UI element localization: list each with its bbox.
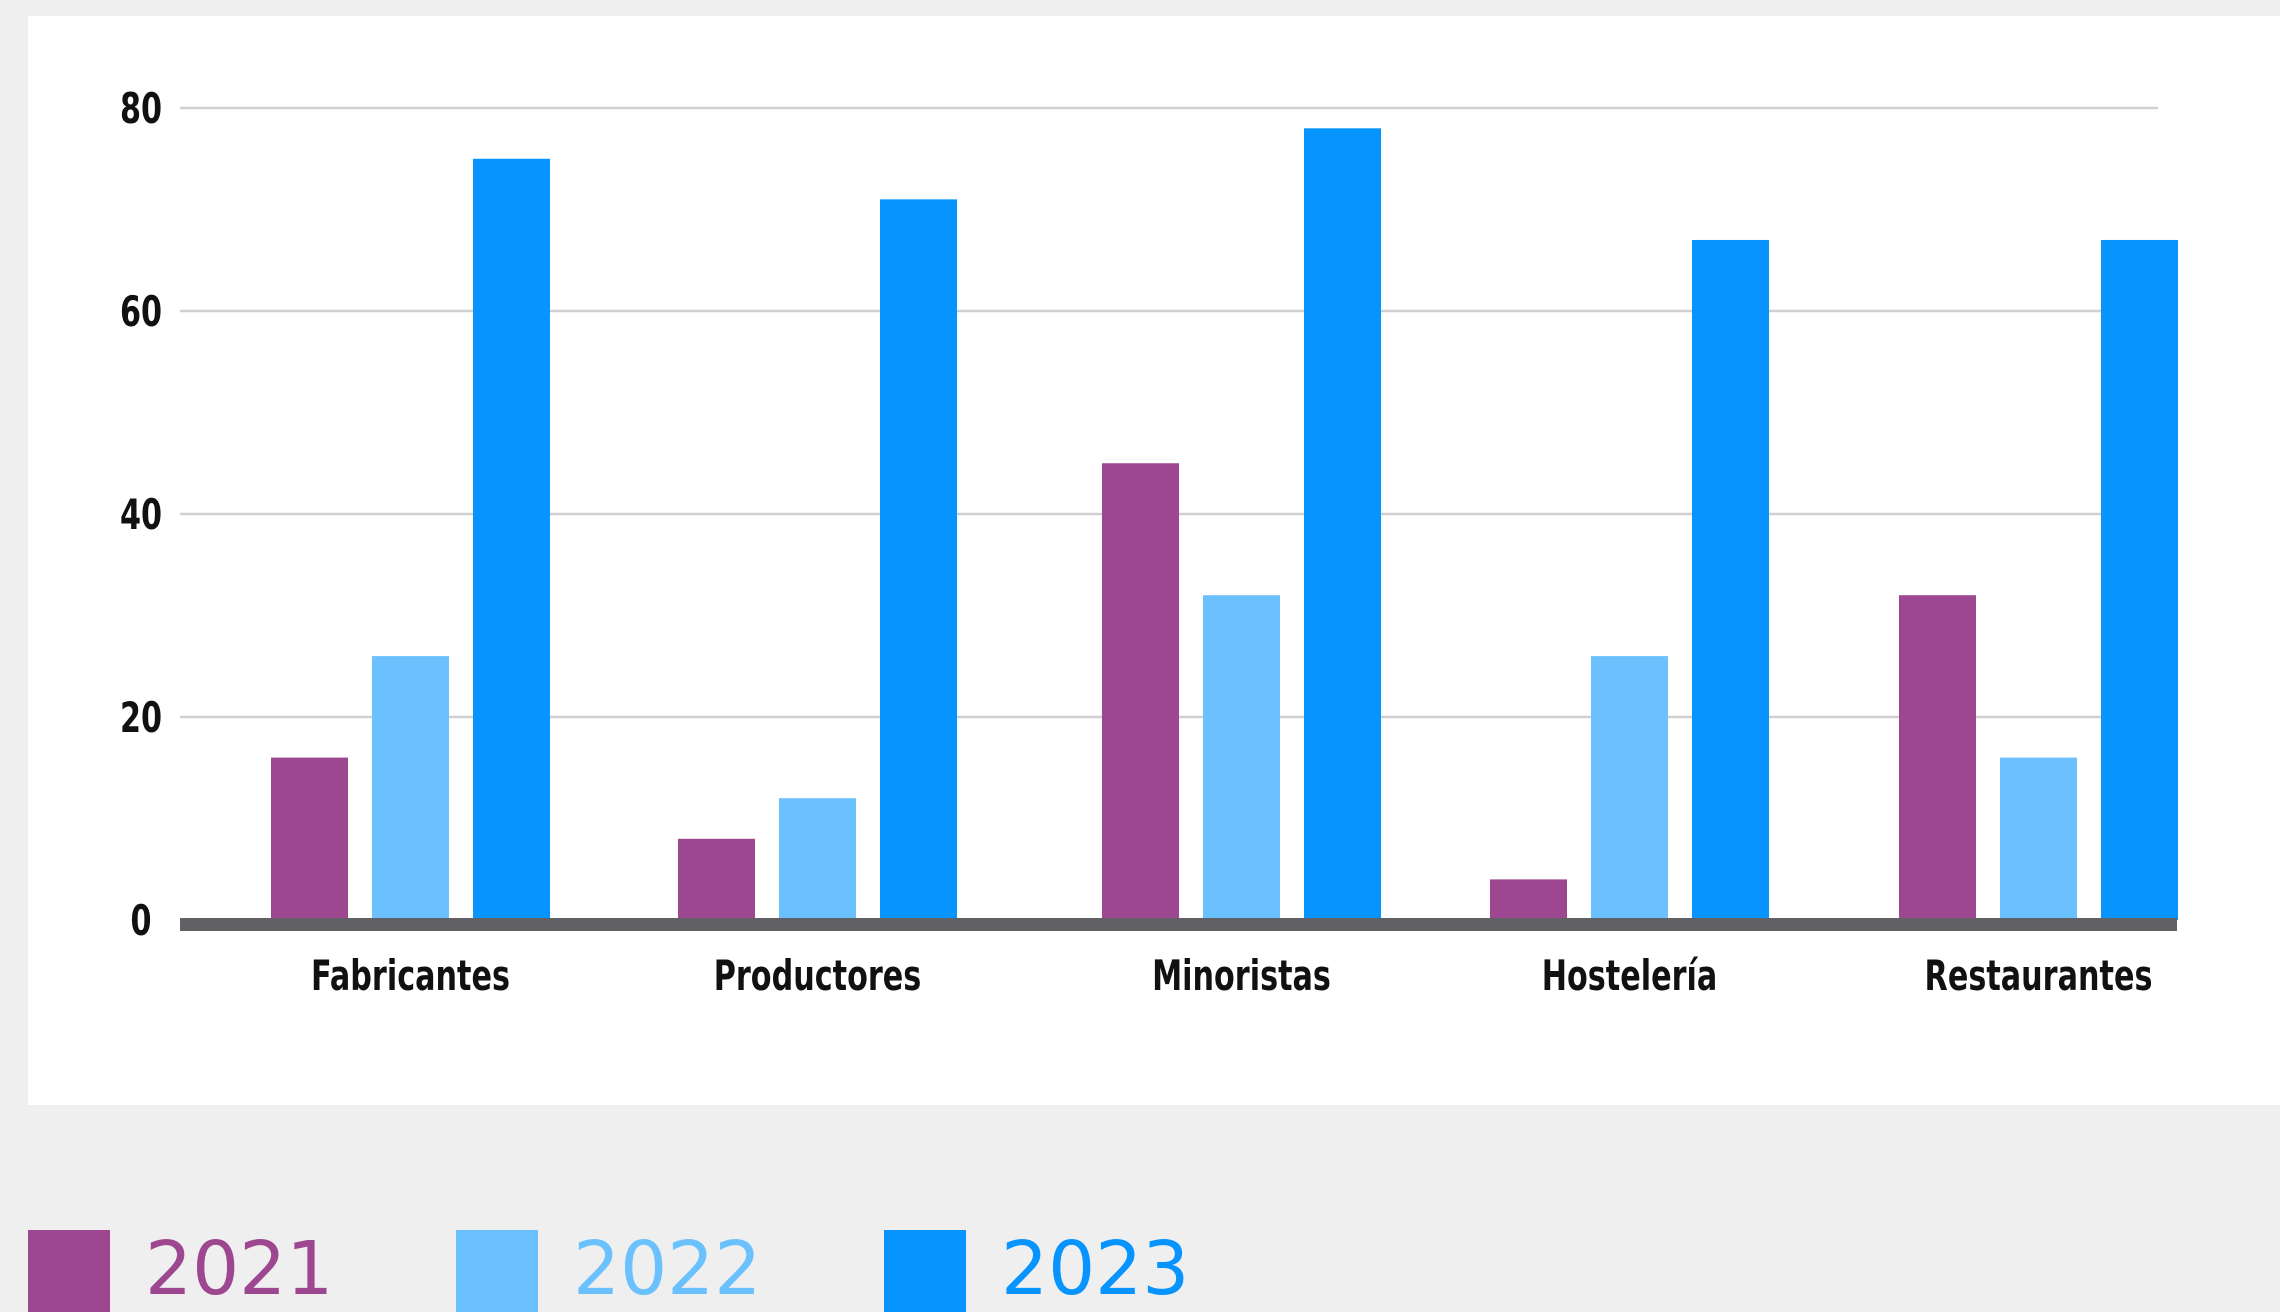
bar-2023-minoristas	[1304, 128, 1381, 921]
x-tick-label: Hostelería	[1542, 951, 1718, 1000]
bar-2022-minoristas	[1203, 595, 1280, 920]
y-tick-label: 0	[130, 896, 151, 945]
x-axis	[180, 918, 2177, 931]
bar-2022-restaurantes	[2000, 757, 2077, 920]
y-tick-label: 80	[120, 84, 162, 133]
x-tick-label: Minoristas	[1152, 951, 1331, 1000]
x-tick-label: Productores	[714, 951, 922, 1000]
legend-swatch-2022	[456, 1230, 538, 1312]
bar-2023-productores	[880, 199, 957, 921]
x-tick-label: Fabricantes	[311, 951, 510, 1000]
bar-2021-hostelería	[1490, 879, 1567, 920]
bar-2023-hostelería	[1692, 239, 1769, 920]
x-axis-line	[180, 918, 2177, 931]
legend-label-2022: 2022	[573, 1226, 762, 1312]
y-tick-label: 40	[120, 490, 162, 539]
bar-2023-fabricantes	[473, 158, 550, 920]
legend: 2021 2022 2023	[28, 1228, 1328, 1312]
legend-label-2023: 2023	[1001, 1226, 1190, 1312]
y-tick-label: 60	[120, 287, 162, 336]
x-axis-ticks: Fabricantes Productores Minoristas Hosteler…	[311, 951, 2152, 1000]
bar-2023-restaurantes	[2101, 239, 2178, 920]
bars	[271, 128, 2178, 921]
y-tick-label: 20	[120, 693, 162, 742]
bar-2021-fabricantes	[271, 757, 348, 920]
bar-chart: 0 20 40 60 80 Fabricantes Productores Minorist…	[120, 84, 2178, 1000]
bar-2021-restaurantes	[1899, 595, 1976, 920]
y-axis-ticks: 0 20 40 60 80	[120, 84, 162, 945]
chart-panel: 0 20 40 60 80 Fabricantes Productores Minorist…	[28, 16, 2280, 1105]
x-tick-label: Restaurantes	[1925, 951, 2153, 1000]
bar-2021-productores	[678, 838, 755, 920]
bar-2021-minoristas	[1102, 463, 1179, 920]
legend-label-2021: 2021	[145, 1226, 334, 1312]
bar-2022-productores	[779, 798, 856, 920]
bar-2022-fabricantes	[372, 656, 449, 920]
bar-2022-hostelería	[1591, 656, 1668, 920]
legend-swatch-2021	[28, 1230, 110, 1312]
legend-swatch-2023	[884, 1230, 966, 1312]
